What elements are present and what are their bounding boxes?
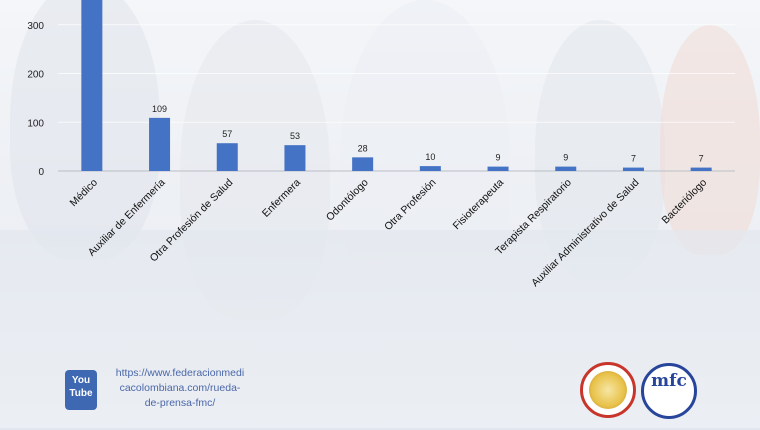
bar-value-label: 9 [563,153,568,163]
category-label: Otra Profesión [382,177,438,233]
bar [149,117,171,171]
fmc-logo: mfc [641,363,697,419]
category-label: Enfermera [260,177,303,220]
bar-value-label: 9 [496,153,501,163]
y-tick-label: 300 [27,21,44,32]
bar [419,166,441,171]
url-line-1: https://www.federacionmedi [115,367,245,379]
bar [216,143,238,171]
medical-association-seal-logo [580,362,636,418]
bar [555,166,577,171]
y-tick-label: 200 [27,70,44,81]
youtube-icon-line1: You [71,375,91,386]
youtube-icon-line2: Tube [69,388,93,399]
bar-value-label: 10 [425,152,435,162]
category-label: Bacteriólogo [660,177,710,227]
bar-value-label: 7 [699,154,704,164]
bar [284,145,306,171]
bar [352,157,374,171]
bar [487,166,509,171]
youtube-icon[interactable]: You Tube [65,370,97,410]
bar [690,167,712,171]
y-tick-label: 100 [27,118,44,129]
background-photo-cap-worker [660,25,760,255]
bar [622,167,644,171]
category-label: Auxiliar Administrativo de Salud [529,177,642,290]
category-label: Fisioterapeuta [451,177,507,233]
url-line-2: cacolombiana.com/rueda- [119,382,241,394]
category-label: Terapista Respiratorio [493,177,574,258]
bar-value-label: 109 [152,104,167,114]
category-label: Auxiliar de Enfermería [86,177,168,259]
press-url-link[interactable]: https://www.federacionmedi cacolombiana.… [110,366,250,411]
category-label: Médico [68,177,101,210]
bar-value-label: 28 [358,143,368,153]
bar [81,0,103,171]
bar-value-label: 57 [222,129,232,139]
url-line-3: de-prensa-fmc/ [144,397,216,409]
category-label: Odontólogo [324,177,371,224]
bar-value-label: 7 [631,154,636,164]
gridlines [58,24,735,172]
y-tick-label: 0 [38,167,44,178]
y-axis-ticks: 0 100 200 300 [27,21,44,178]
bars [81,0,712,171]
bar-value-label: 53 [290,131,300,141]
